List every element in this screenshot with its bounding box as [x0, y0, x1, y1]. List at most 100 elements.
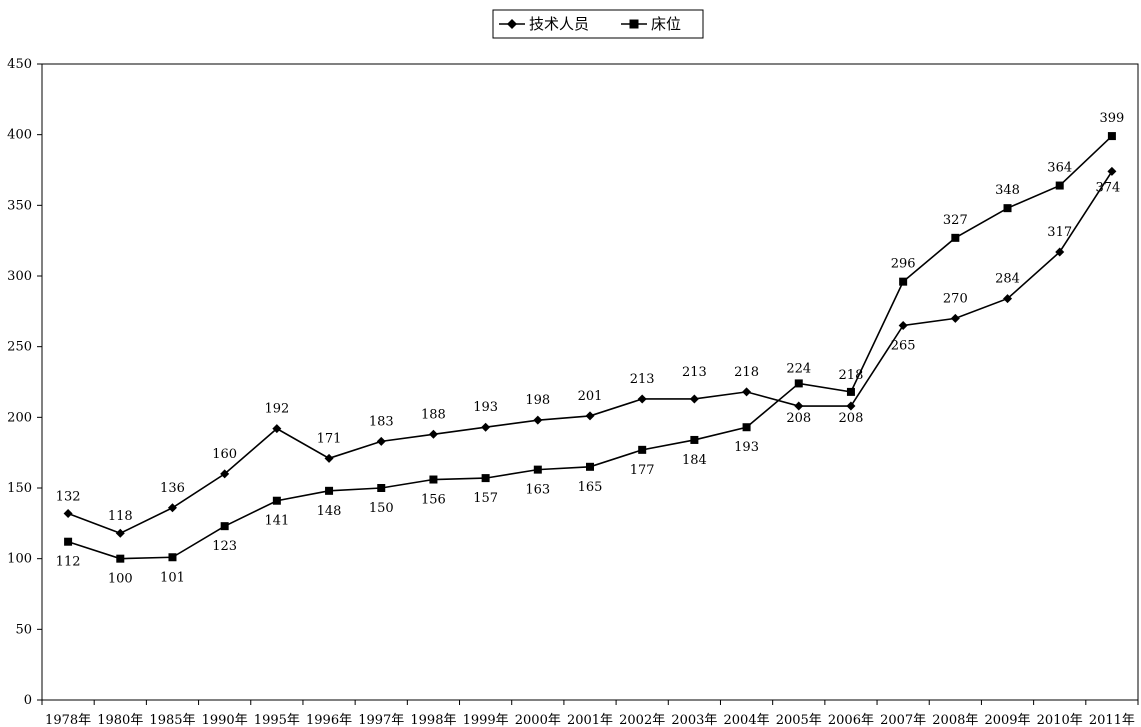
- data-label: 374: [1095, 180, 1120, 195]
- data-label: 188: [421, 407, 446, 422]
- data-label: 208: [786, 411, 811, 426]
- square-point: [272, 496, 281, 505]
- square-point: [325, 486, 334, 495]
- plot-area: [41, 63, 1139, 701]
- data-label: 101: [160, 570, 185, 585]
- data-label: 270: [943, 291, 968, 306]
- series-line: [67, 135, 1113, 560]
- y-tick-label: 100: [7, 552, 32, 567]
- square-point: [742, 423, 751, 432]
- data-label: 165: [578, 480, 603, 495]
- diamond-point: [742, 387, 752, 397]
- x-tick-label: 2006年: [828, 713, 874, 727]
- x-tick-label: 2010年: [1037, 713, 1083, 727]
- x-tick-label: 2009年: [984, 713, 1030, 727]
- data-label: 201: [578, 389, 603, 404]
- x-tick-label: 2007年: [880, 713, 926, 727]
- data-label: 296: [891, 257, 916, 272]
- y-tick-label: 450: [7, 57, 32, 72]
- y-tick-label: 350: [7, 198, 32, 213]
- x-tick-label: 2008年: [932, 713, 978, 727]
- diamond-point: [1003, 294, 1013, 304]
- data-label: 213: [630, 372, 655, 387]
- square-point: [899, 277, 908, 286]
- data-label: 112: [56, 555, 81, 570]
- x-tick-label: 2003年: [671, 713, 717, 727]
- x-tick-label: 1990年: [202, 713, 248, 727]
- diamond-point: [167, 503, 177, 513]
- data-label: 132: [56, 489, 81, 504]
- data-label: 399: [1099, 111, 1124, 126]
- diamond-point: [428, 429, 438, 439]
- x-tick-label: 1996年: [306, 713, 352, 727]
- data-label: 150: [369, 501, 394, 516]
- x-tick-label: 1980年: [97, 713, 143, 727]
- data-label: 141: [264, 514, 289, 529]
- x-tick-label: 1978年: [45, 713, 91, 727]
- data-label: 157: [473, 491, 498, 506]
- square-point: [951, 233, 960, 242]
- legend-box: [492, 9, 704, 39]
- data-label: 213: [682, 365, 707, 380]
- data-label: 123: [212, 539, 237, 554]
- y-tick-label: 200: [7, 410, 32, 425]
- square-point: [638, 445, 647, 454]
- diamond-point: [1055, 247, 1065, 257]
- legend-label: 技术人员: [529, 15, 589, 33]
- data-label: 118: [108, 509, 133, 524]
- data-label: 177: [630, 463, 655, 478]
- data-label: 193: [734, 440, 759, 455]
- square-point: [168, 553, 177, 562]
- diamond-point: [533, 415, 543, 425]
- diamond-point: [481, 422, 491, 432]
- diamond-point: [324, 453, 334, 463]
- legend-square-marker: [629, 19, 639, 29]
- diamond-point: [585, 411, 595, 421]
- x-tick-label: 1985年: [149, 713, 195, 727]
- diamond-point: [63, 508, 73, 518]
- diamond-point: [220, 469, 230, 479]
- square-point: [794, 379, 803, 388]
- series-beds: 112 100 101 123 141 148 150 156 157 163 165 177 184 1…: [56, 111, 1125, 587]
- x-tick-label: 2004年: [724, 713, 770, 727]
- x-tick-label: 2011年: [1089, 713, 1135, 727]
- x-tick-label: 2000年: [515, 713, 561, 727]
- square-point: [116, 554, 125, 563]
- x-tick-label: 1998年: [410, 713, 456, 727]
- data-label: 265: [891, 338, 916, 353]
- data-label: 100: [108, 572, 133, 587]
- x-tick-label: 2001年: [567, 713, 613, 727]
- data-label: 192: [264, 402, 289, 417]
- data-label: 184: [682, 453, 707, 468]
- diamond-point: [846, 401, 856, 411]
- data-label: 218: [734, 365, 759, 380]
- square-point: [1107, 132, 1116, 141]
- square-point: [220, 522, 229, 531]
- series-technicians: 132 118 136 160 192 171 183 188 193 198 201 213 213 2…: [56, 166, 1120, 538]
- diamond-point: [115, 528, 125, 538]
- y-tick-label: 0: [24, 693, 32, 708]
- square-point: [64, 537, 73, 546]
- data-label: 317: [1047, 225, 1072, 240]
- data-label: 327: [943, 213, 968, 228]
- square-point: [846, 387, 855, 396]
- data-label: 364: [1047, 161, 1072, 176]
- square-point: [429, 475, 438, 484]
- x-tick-label: 2005年: [776, 713, 822, 727]
- y-tick-label: 300: [7, 269, 32, 284]
- data-label: 193: [473, 400, 498, 415]
- data-label: 136: [160, 481, 185, 496]
- data-label: 284: [995, 272, 1020, 287]
- square-point: [377, 484, 386, 492]
- diamond-point: [637, 394, 647, 404]
- x-tick-label: 1995年: [254, 713, 300, 727]
- data-label: 348: [995, 183, 1020, 198]
- x-tick-label: 2002年: [619, 713, 665, 727]
- data-label: 156: [421, 493, 446, 508]
- square-point: [1055, 181, 1064, 190]
- square-point: [481, 474, 490, 483]
- diamond-point: [1107, 166, 1117, 176]
- y-tick-label: 150: [7, 481, 32, 496]
- diamond-point: [689, 394, 699, 404]
